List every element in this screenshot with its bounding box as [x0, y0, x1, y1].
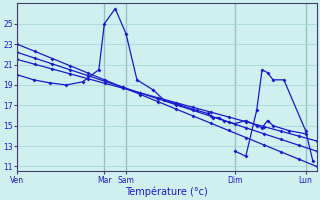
X-axis label: Température (°c): Température (°c)	[125, 186, 208, 197]
